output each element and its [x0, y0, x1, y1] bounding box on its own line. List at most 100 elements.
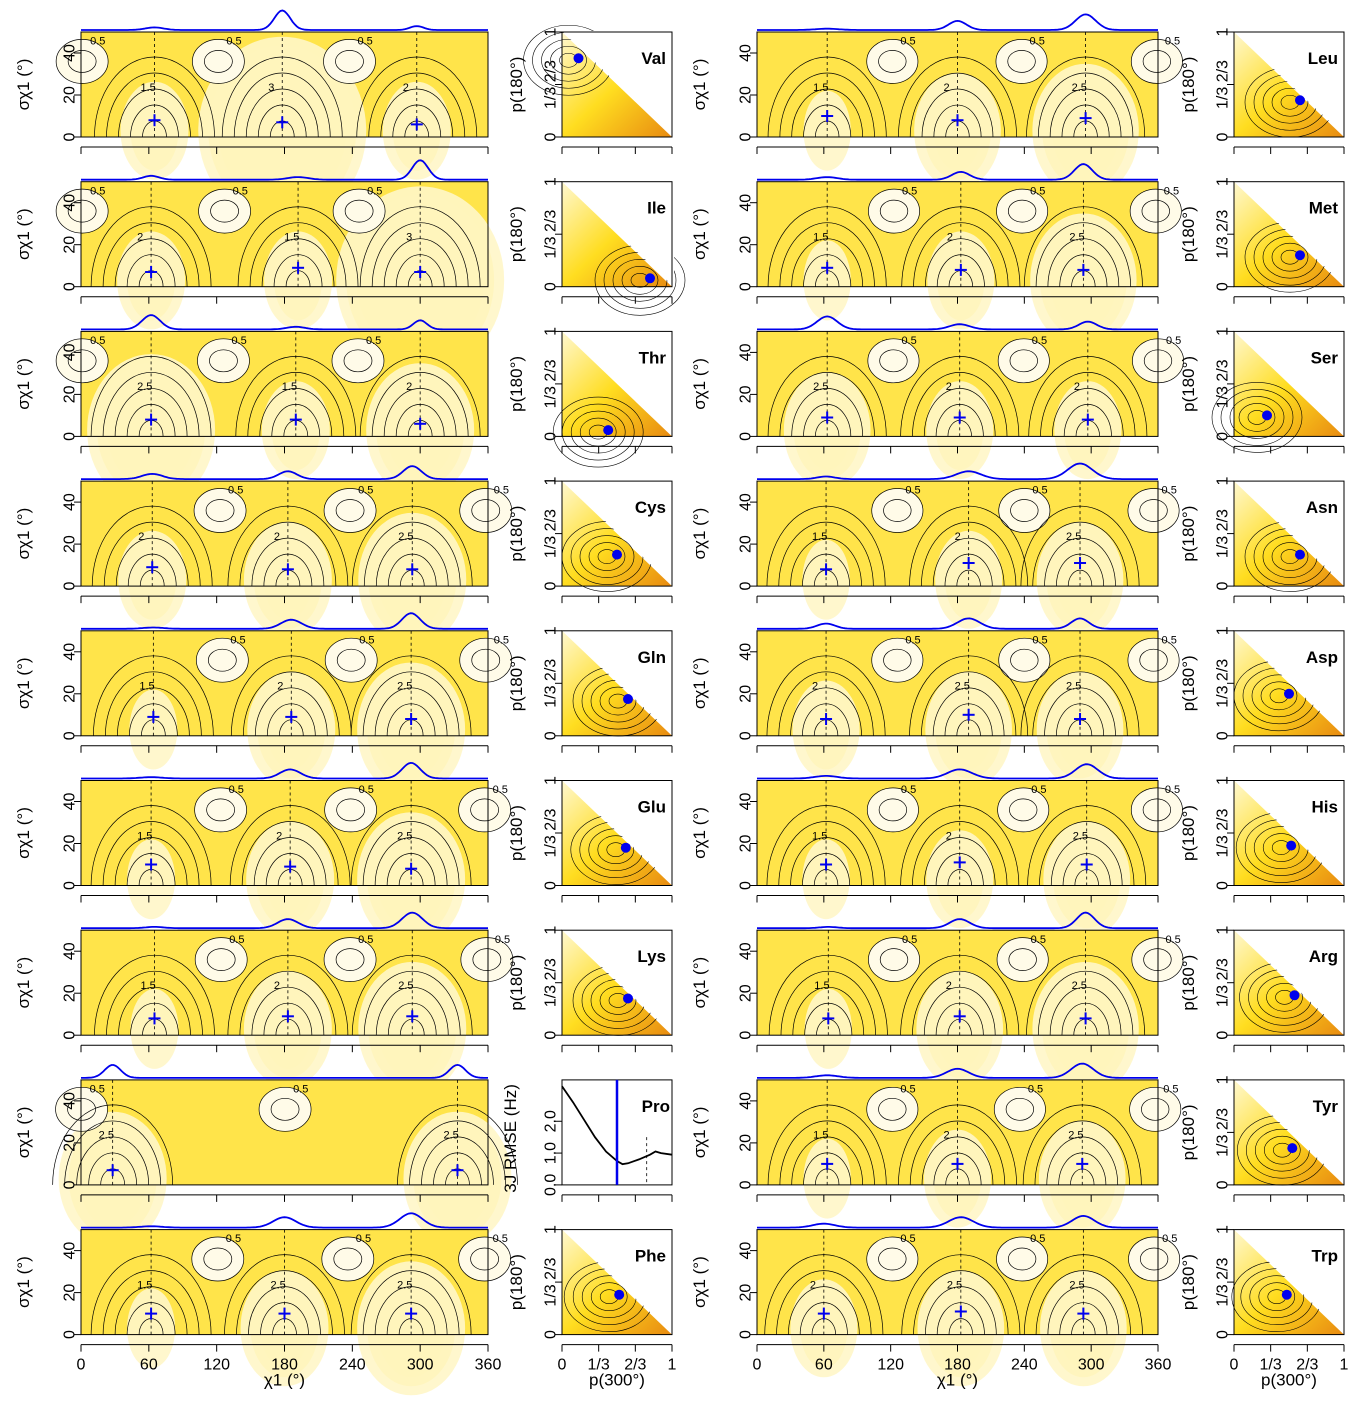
- residue-name: Pro: [642, 1097, 670, 1116]
- contour-line: [67, 1097, 96, 1121]
- contour-label: 0.5: [902, 185, 917, 197]
- y-tick-label: 1/3 2/3: [543, 659, 560, 708]
- y-tick-label: 0: [738, 432, 755, 441]
- contour-line: [242, 671, 340, 736]
- triangle-panel-val: Val 0 1/3 2/3 1 p(180°): [507, 24, 674, 154]
- y-tick-label: 0: [62, 432, 79, 441]
- population-marker: [1281, 1289, 1292, 1300]
- y-tick-label: 40: [62, 1092, 79, 1110]
- contour-line: [371, 372, 469, 437]
- y-tick-label: 40: [62, 194, 79, 212]
- contour-line: [956, 569, 981, 587]
- y-axis-title: σχ1 (°): [14, 1107, 33, 1159]
- contour-label: 1.5: [140, 82, 155, 94]
- y-tick-label: 2.0: [543, 1110, 560, 1132]
- y-axis-title: σχ1 (°): [690, 208, 709, 260]
- contour-label: 0.5: [1165, 36, 1180, 48]
- y-tick-label: 40: [62, 44, 79, 62]
- y-axis-title: σχ1 (°): [14, 807, 33, 859]
- y-tick-label: 1/3 2/3: [543, 210, 560, 259]
- triangle-panel-asp: Asp 0 1/3 2/3 1 p(180°): [1179, 626, 1346, 753]
- contour-panel-pro: 0.5 0.5 2.5 2.5 0 20 40 σχ1 (°): [14, 1063, 518, 1246]
- contour-line: [421, 1136, 494, 1185]
- y-tick-label: 40: [738, 942, 755, 960]
- contour-label: 2.5: [1072, 980, 1087, 992]
- contour-line: [118, 986, 191, 1036]
- contour-label: 0.5: [1166, 335, 1181, 347]
- contour-line: [470, 1247, 499, 1271]
- y-axis-title: σχ1 (°): [14, 508, 33, 560]
- residue-name: Leu: [1308, 49, 1338, 68]
- contour-label: 2: [946, 830, 952, 842]
- contour-line: [67, 50, 97, 73]
- contour-label: 0.5: [1162, 1233, 1177, 1245]
- contour-line: [879, 199, 909, 223]
- y-axis-title: σχ1 (°): [690, 508, 709, 560]
- contour-label: 2: [955, 531, 961, 543]
- y-tick-label: 1: [543, 926, 560, 935]
- low-region: [193, 488, 247, 533]
- contour-label: 2.5: [137, 381, 152, 393]
- contour-line: [878, 1097, 907, 1121]
- contour-label: 3: [268, 82, 274, 94]
- x-tick-label: 240: [1011, 1357, 1038, 1374]
- low-region: [324, 637, 378, 683]
- contour-line: [1044, 687, 1116, 736]
- y-tick-label: 20: [738, 236, 755, 254]
- residue-name: Cys: [635, 498, 666, 517]
- contour-label: 0.5: [359, 634, 374, 646]
- density-curve: [81, 1063, 488, 1079]
- contour-panel-met: 0.5 0.5 0.5 1.5 2 2.5 0 20 40 σχ1 (°): [690, 163, 1182, 348]
- y-tick-label: 1: [1215, 1075, 1232, 1084]
- x-tick-label: 0: [558, 1357, 567, 1374]
- contour-label: 1.5: [282, 381, 297, 393]
- contour-label: 2.5: [397, 681, 412, 693]
- contour-line: [791, 238, 863, 287]
- contour-line: [879, 349, 908, 373]
- contour-label: 2.5: [1066, 681, 1081, 693]
- x-tick-label: 0: [753, 1357, 762, 1374]
- triangle-fill: [1234, 32, 1344, 137]
- contour-line: [335, 499, 365, 522]
- panel-frame: [756, 929, 1159, 1036]
- low-region: [458, 787, 511, 833]
- contour-line: [925, 238, 997, 287]
- density-curve: [757, 163, 1158, 181]
- contour-label: 2.5: [99, 1130, 114, 1142]
- y-tick-label: 40: [62, 942, 79, 960]
- contour-line: [779, 1120, 875, 1185]
- contour-line: [778, 671, 874, 736]
- population-marker: [1289, 990, 1300, 1001]
- y-tick-label: 1: [543, 477, 560, 486]
- population-marker: [645, 273, 655, 284]
- y-tick-label: 1: [543, 776, 560, 785]
- contour-line: [932, 537, 1005, 587]
- contour-label: 2.5: [947, 1279, 962, 1291]
- contour-line: [67, 349, 97, 373]
- population-marker: [1295, 95, 1305, 106]
- residue-name: Glu: [638, 798, 666, 817]
- low-region: [866, 787, 919, 833]
- contour-line: [114, 238, 188, 287]
- triangle-mask: [562, 929, 674, 1036]
- contour-label: 0.5: [494, 485, 509, 497]
- contour-line: [114, 388, 188, 437]
- low-region: [458, 1236, 511, 1282]
- contour-line: [791, 388, 863, 437]
- contour-line: [1047, 238, 1120, 287]
- y-tick-label: 40: [738, 1242, 755, 1260]
- panel-frame: [756, 1079, 1159, 1186]
- density-curve: [81, 911, 488, 930]
- y-axis-title: 3J RMSE (Hz): [501, 1084, 520, 1193]
- y-axis-title: p(180°): [507, 57, 526, 113]
- contour-label: 1.5: [814, 980, 829, 992]
- panel-frame: [80, 630, 489, 737]
- residue-name: Trp: [1312, 1247, 1338, 1266]
- contour-label: 2.5: [1073, 830, 1088, 842]
- contour-line: [362, 821, 460, 886]
- triangle-fill: [562, 32, 672, 137]
- contour-line: [248, 1286, 321, 1335]
- y-tick-label: 20: [738, 385, 755, 403]
- y-axis-title: p(180°): [1179, 206, 1198, 262]
- contour-label: 2.5: [397, 1279, 412, 1291]
